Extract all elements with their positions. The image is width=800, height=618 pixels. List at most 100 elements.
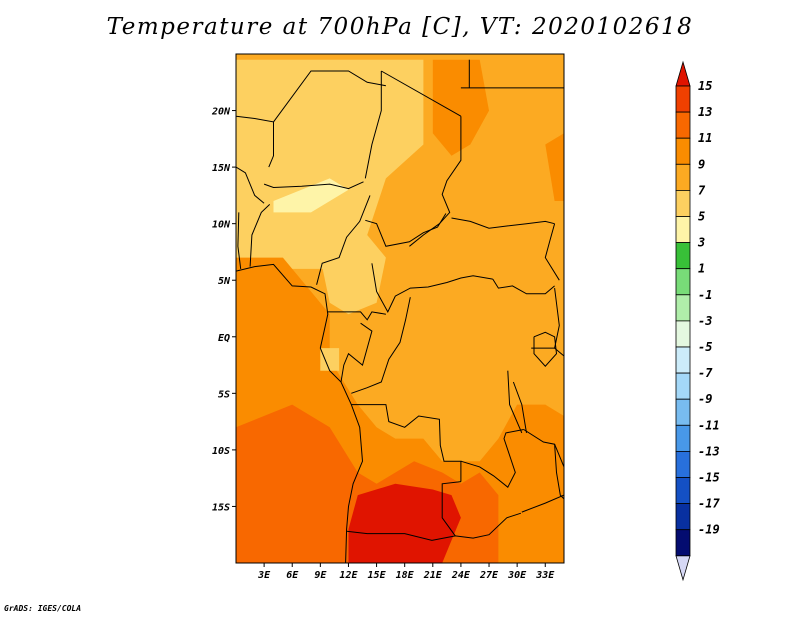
x-tick-label: 15E [368,570,387,581]
colorbar-label: 7 [698,183,706,197]
field-congo-interior [395,302,499,450]
y-tick-label: 15N [212,163,231,174]
border-burkina-niger [236,166,265,204]
border-uganda-kenya [554,288,560,349]
colorbar-segment [675,346,691,374]
y-tick-label: 10N [212,220,231,231]
border-niger-chad [364,71,382,179]
plot-frame [235,53,565,564]
colorbar-label: -15 [698,471,720,485]
border-togo-ghana [237,212,242,269]
grads-credit: GrADS: IGES/COLA [4,604,82,613]
field-angola-core [348,483,461,563]
border-congo-drc [351,297,411,394]
colorbar-label: 3 [697,236,705,250]
colorbar-segment [675,320,691,348]
colorbar-segment [675,477,691,505]
colorbar-label: 13 [698,105,712,119]
x-tick-label: 12E [339,570,358,581]
colorbar-segment [675,268,691,296]
border-rift-lake-west [507,370,523,434]
field-sahara-patch [236,99,293,156]
border-mali-niger [236,115,274,168]
border-chad-sudan [409,116,462,247]
border-chad-car [365,213,447,247]
colorbar-segment [675,189,691,217]
colorbar-segment [675,529,691,557]
colorbar-segment [675,503,691,531]
x-tick-label: 6E [286,570,299,581]
border-malawi-lake [554,444,564,500]
border-cameroon-gabon-congo [327,311,386,321]
x-tick-label: 21E [423,570,443,581]
border-rift-lake-east [512,381,527,433]
x-tick-label: 27E [479,570,499,581]
border-angola-zambia-namibia [346,481,461,541]
border-lake-victoria [533,331,558,367]
y-axis: 20N 15N 10N 5N EQ 5S 10S 15S [211,107,236,513]
colorbar-segment [675,450,691,478]
border-drc-zambia [460,429,524,488]
border-benin-border [249,204,271,267]
border-chad-libya [381,70,462,117]
y-tick-label: 5S [218,389,230,400]
temperature-field [236,54,564,563]
colorbar-segment [675,398,691,426]
border-gabon-congo [340,322,373,383]
colorbar-label: 9 [698,157,705,171]
colorbar-label: -5 [698,340,712,354]
border-ethiopia-border [544,223,560,281]
x-tick-label: 9E [314,570,327,581]
border-tanzania-south [523,429,564,468]
colorbar-segment [675,111,691,139]
border-car-south [371,263,493,313]
border-ssudan-drc-uganda [492,278,555,295]
field-central-cool-patch [320,235,386,315]
y-tick-label: EQ [218,333,230,344]
field-ne-warm [432,59,489,156]
colorbar-label: -13 [698,444,720,458]
field-niger-cool-streak [273,178,349,213]
colorbar-label: 11 [698,131,712,145]
border-nigeria-cameroon [316,195,371,285]
colorbar: 15 13 11 9 7 5 3 1 -1 -3 -5 -7 -9 -11 -13 -15 -17 -19 [675,60,720,582]
colorbar-label: -11 [698,418,720,432]
colorbar-label: 15 [698,79,712,93]
colorbar-label: -17 [698,497,720,511]
colorbar-label: 5 [698,210,705,224]
y-tick-label: 5N [218,276,231,287]
border-west-african-coast [236,263,364,563]
colorbar-segment [675,137,691,165]
colorbar-segment [675,294,691,322]
colorbar-segment [675,85,691,113]
x-tick-label: 33E [535,570,555,581]
x-tick-label: 3E [257,570,271,581]
colorbar-segment [675,242,691,270]
chart-title: Temperature at 700hPa [C], VT: 202010261… [106,14,694,40]
y-tick-label: 20N [211,107,231,118]
x-tick-label: 30E [507,570,527,581]
y-tick-label: 10S [212,446,230,457]
colorbar-bottom-arrow [675,555,691,582]
country-borders [236,59,564,563]
colorbar-segment [675,163,691,191]
colorbar-label: -9 [698,392,712,406]
colorbar-label: -1 [698,288,712,302]
field-cameroon-patch [320,348,340,371]
colorbar-label: -7 [698,366,713,380]
border-drc-angola [351,404,462,482]
colorbar-top-arrow [675,60,691,87]
x-tick-label: 18E [396,570,415,581]
border-zambia-zimbabwe [455,512,522,539]
colorbar-segment [675,216,691,244]
field-red-sea-warm [545,133,564,201]
colorbar-label: 1 [698,262,705,276]
x-tick-label: 24E [451,570,471,581]
x-axis: 3E 6E 9E 12E 15E 18E 21E 24E 27E 30E 33E [257,563,555,581]
border-mozambique-border [521,494,564,513]
y-tick-label: 15S [212,502,230,513]
border-niger-algeria [273,70,386,123]
colorbar-segment [675,424,691,452]
colorbar-label: -3 [698,314,712,328]
